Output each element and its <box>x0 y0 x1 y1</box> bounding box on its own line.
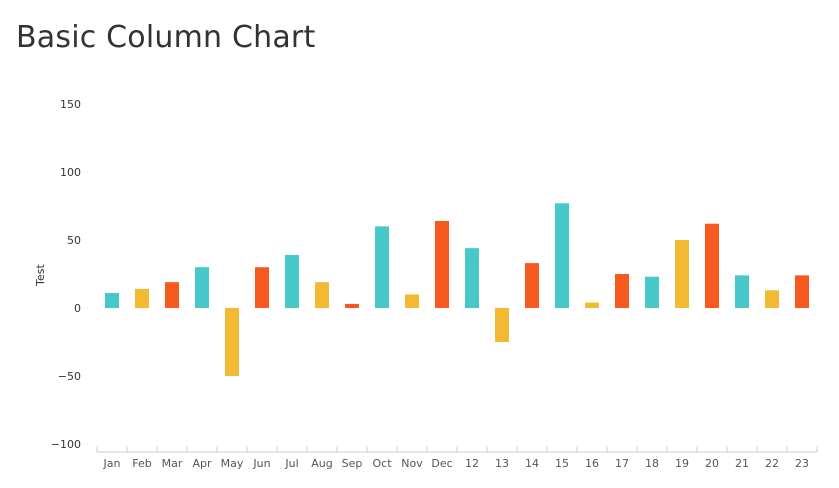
x-tick-label: Jul <box>284 457 298 470</box>
x-tick-label: Feb <box>132 457 151 470</box>
x-tick-label: 22 <box>765 457 779 470</box>
x-tick-label: 16 <box>585 457 599 470</box>
chart-title: Basic Column Chart <box>16 20 316 55</box>
bar <box>615 274 629 308</box>
bar <box>495 308 509 342</box>
bar <box>375 226 389 308</box>
x-tick-label: Apr <box>192 457 212 470</box>
x-tick-label: May <box>221 457 244 470</box>
bar <box>315 282 329 308</box>
x-tick-label: 21 <box>735 457 749 470</box>
y-axis: −100 −50 0 50 100 150 <box>51 98 81 451</box>
y-tick-label: 0 <box>74 302 81 315</box>
x-tick-label: 13 <box>495 457 509 470</box>
bar <box>765 290 779 308</box>
y-tick-label: −50 <box>58 370 81 383</box>
x-tick-label: Jun <box>252 457 270 470</box>
bar <box>165 282 179 308</box>
bar <box>105 293 119 308</box>
bar <box>195 267 209 308</box>
bar <box>465 248 479 308</box>
bar <box>705 223 719 308</box>
x-tick-label: Sep <box>342 457 363 470</box>
y-tick-label: −100 <box>51 438 81 451</box>
x-tick-label: 12 <box>465 457 479 470</box>
bar <box>675 240 689 308</box>
y-tick-label: 150 <box>60 98 81 111</box>
bar <box>585 302 599 308</box>
bar <box>225 308 239 376</box>
y-tick-label: 100 <box>60 166 81 179</box>
x-tick-label: Oct <box>372 457 392 470</box>
bar <box>735 275 749 308</box>
y-tick-label: 50 <box>67 234 81 247</box>
bar <box>345 303 359 308</box>
x-axis: Jan Feb Mar Apr May Jun Jul Aug Sep Oct Nov Dec 12 13… <box>96 446 818 470</box>
y-axis-label: Test <box>34 263 47 286</box>
bar <box>135 288 149 308</box>
x-tick-label: Mar <box>162 457 183 470</box>
bar <box>555 203 569 308</box>
x-tick-label: 17 <box>615 457 629 470</box>
x-tick-label: Aug <box>311 457 332 470</box>
x-tick-label: 23 <box>795 457 809 470</box>
x-tick-label: Dec <box>431 457 452 470</box>
bar-series <box>105 203 809 376</box>
bar <box>525 263 539 308</box>
x-tick-label: 19 <box>675 457 689 470</box>
bar <box>285 254 299 308</box>
bar <box>405 294 419 308</box>
x-tick-label: 15 <box>555 457 569 470</box>
bar <box>795 275 809 308</box>
bar <box>645 276 659 308</box>
x-tick-label: 20 <box>705 457 719 470</box>
x-tick-label: Jan <box>103 457 121 470</box>
bar <box>435 220 449 308</box>
bar <box>255 267 269 308</box>
x-tick-label: 18 <box>645 457 659 470</box>
x-tick-label: Nov <box>401 457 423 470</box>
x-tick-label: 14 <box>525 457 539 470</box>
